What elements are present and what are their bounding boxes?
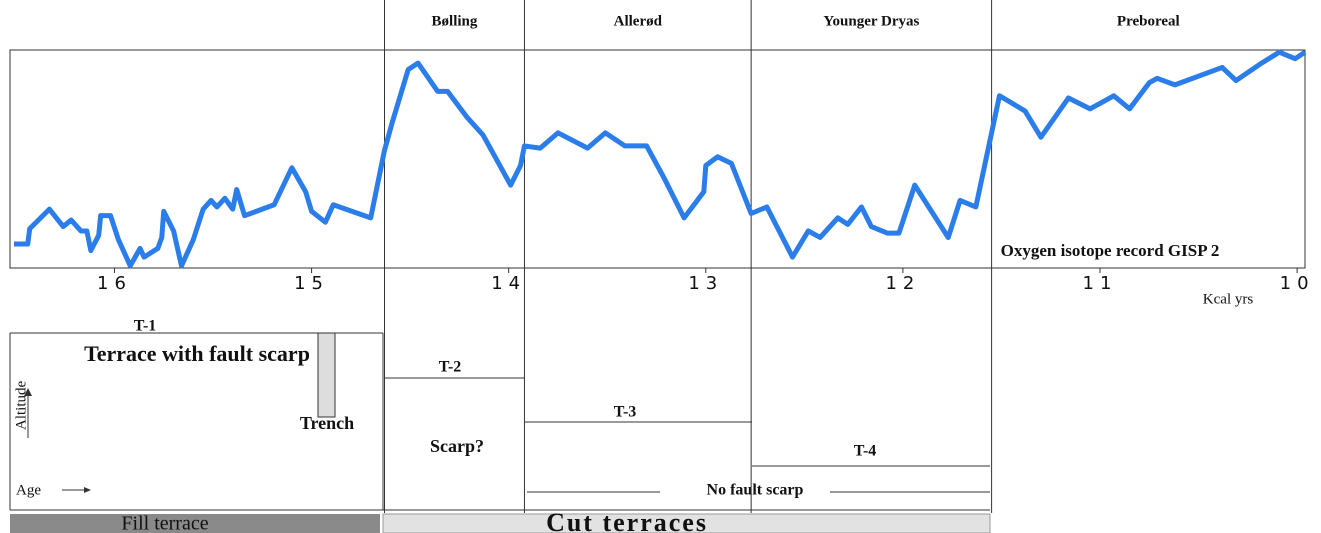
period-label: Bølling — [432, 13, 478, 29]
period-label: Allerød — [614, 13, 663, 29]
label: No fault scarp — [707, 482, 804, 499]
label: T-2 — [439, 359, 462, 376]
arrowhead — [24, 388, 32, 396]
plot-frame — [9, 49, 1306, 269]
annotation: Oxygen isotope record GISP 2 — [1001, 241, 1220, 260]
label: T-3 — [614, 404, 637, 421]
period-label: Younger Dryas — [823, 13, 919, 29]
label: T-1 — [134, 318, 157, 335]
x-tick-label: 12 — [885, 273, 920, 294]
isotope-line — [13, 49, 1307, 269]
label: T-4 — [854, 443, 877, 460]
x-tick-label: 11 — [1083, 273, 1118, 294]
cut-bar — [382, 513, 991, 533]
x-tick-label: 13 — [688, 273, 723, 294]
fill-bar — [10, 514, 380, 533]
label: Age — [16, 482, 41, 498]
x-tick-label: 14 — [491, 273, 526, 294]
x-tick-label: 15 — [294, 273, 329, 294]
label: Altitude — [13, 380, 29, 430]
label: Trench — [300, 413, 354, 433]
x-tick-label: 10 — [1280, 273, 1315, 294]
label: Fill terrace — [121, 513, 208, 533]
x-axis-label: Kcal yrs — [1203, 291, 1254, 307]
x-tick-label: 16 — [97, 273, 132, 294]
label: Scarp? — [430, 436, 484, 456]
label: Terrace with fault scarp — [84, 341, 310, 366]
trench — [317, 332, 336, 418]
label: Cut terraces — [546, 508, 708, 533]
period-label: Preboreal — [1117, 13, 1180, 29]
arrowhead — [84, 487, 91, 493]
